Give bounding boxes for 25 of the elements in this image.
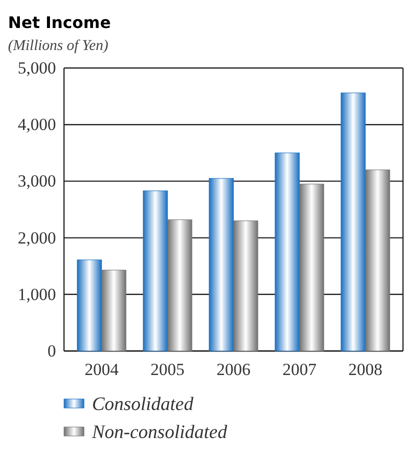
- y-tick-label: 5,000: [18, 58, 56, 78]
- legend-label: Consolidated: [92, 394, 194, 415]
- bar: [233, 220, 258, 352]
- bar: [101, 270, 126, 352]
- y-tick-label: 4,000: [18, 115, 56, 134]
- x-tick-label: 2005: [150, 360, 185, 380]
- y-tick-label: 3,000: [18, 172, 56, 191]
- x-tick-label: 2008: [348, 360, 382, 380]
- y-tick-label: 2,000: [18, 228, 56, 248]
- bar: [167, 219, 192, 352]
- bar: [340, 92, 366, 352]
- x-tick-label: 2004: [84, 360, 120, 380]
- chart-title: Net Income: [8, 13, 111, 32]
- legend-label: Non-consolidated: [91, 422, 228, 443]
- bar: [142, 190, 168, 352]
- bar: [365, 170, 390, 352]
- x-tick-label: 2006: [216, 360, 250, 380]
- chart-subtitle: (Millions of Yen): [8, 38, 108, 54]
- y-tick-label: 1,000: [18, 284, 56, 304]
- y-tick-label: 0: [48, 341, 56, 360]
- bar: [299, 184, 324, 352]
- x-tick-label: 2007: [282, 360, 317, 380]
- bar: [76, 260, 102, 352]
- bar: [208, 178, 234, 352]
- bar: [274, 152, 300, 352]
